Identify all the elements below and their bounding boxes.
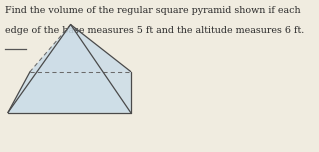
Text: Find the volume of the regular square pyramid shown if each: Find the volume of the regular square py… <box>4 6 300 15</box>
Polygon shape <box>30 24 131 72</box>
Polygon shape <box>8 24 131 113</box>
Polygon shape <box>70 24 131 113</box>
Text: edge of the base measures 5 ft and the altitude measures 6 ft.: edge of the base measures 5 ft and the a… <box>4 26 304 35</box>
Polygon shape <box>8 72 131 113</box>
Polygon shape <box>8 24 70 113</box>
